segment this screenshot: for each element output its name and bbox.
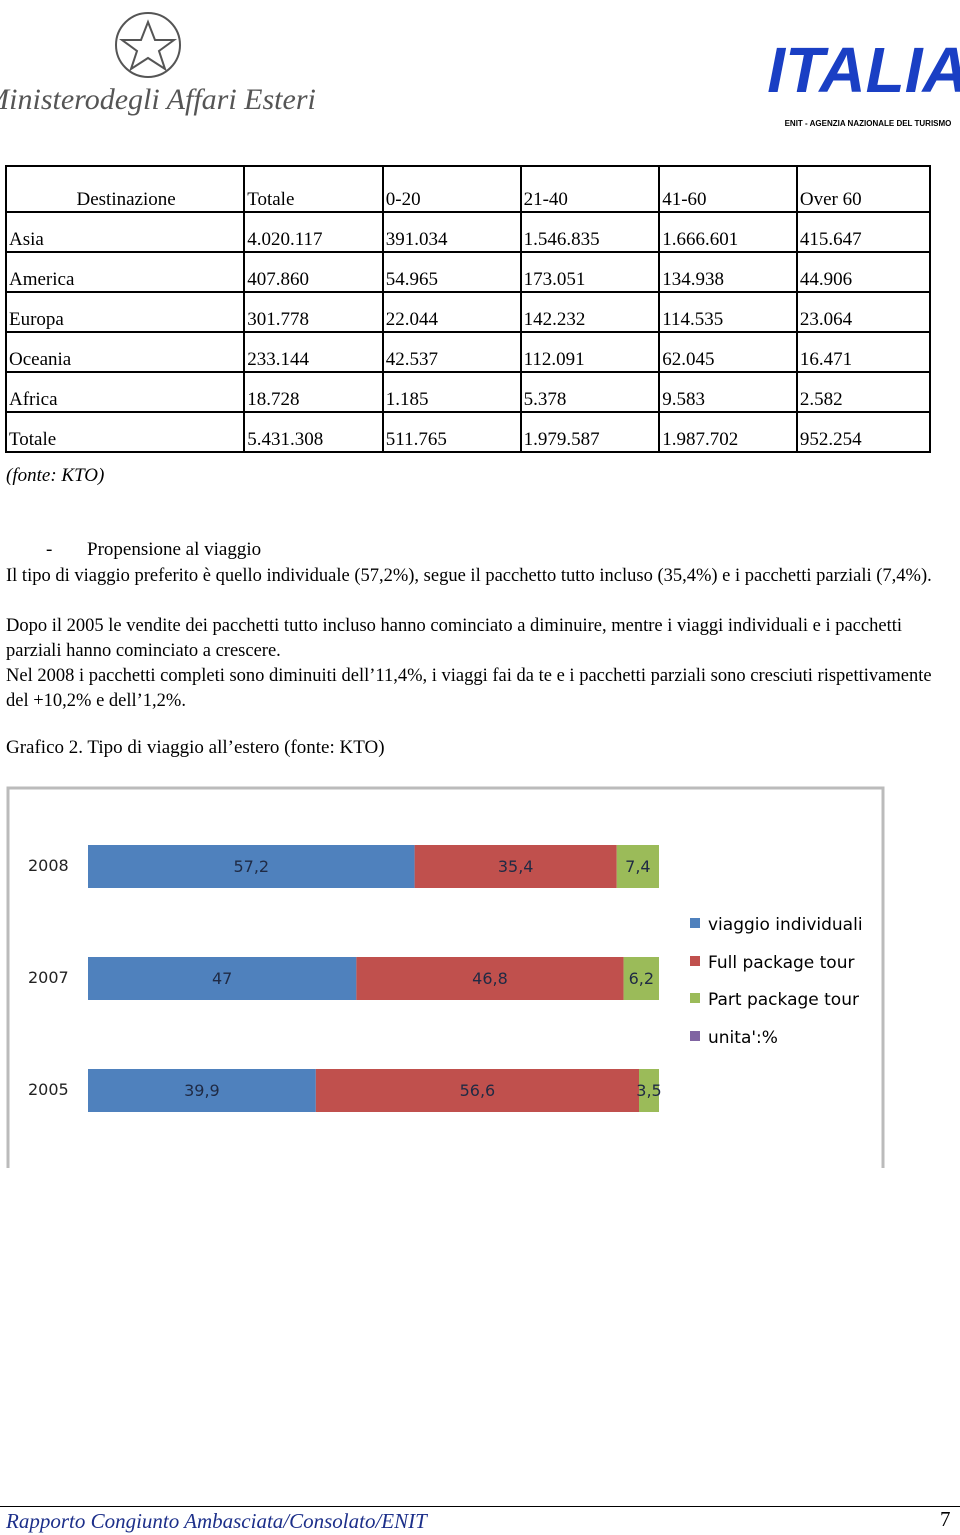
table-cell: 1.666.601 (658, 211, 798, 253)
table-cell: Totale (4, 411, 246, 453)
paragraph: Dopo il 2005 le vendite dei pacchetti tu… (6, 616, 902, 661)
table-cell: 112.091 (519, 331, 661, 373)
table-cell: 1.979.587 (519, 411, 661, 453)
legend-swatch (690, 993, 700, 1003)
data-label: 46,8 (472, 969, 508, 988)
table-cell: 5.431.308 (243, 411, 384, 453)
table-row: Europa 301.778 22.044 142.232 114.535 23.064 (4, 291, 932, 333)
y-tick-label: 2005 (28, 1080, 69, 1099)
bullet: - (46, 539, 53, 560)
table-cell: 114.535 (658, 291, 798, 333)
table-cell: 2.582 (795, 371, 932, 413)
legend-swatch (690, 918, 700, 928)
y-tick-label: 2008 (28, 856, 69, 875)
table-header: Destinazione Totale 0-20 21-40 41-60 Over 60 (4, 165, 932, 213)
data-label: 35,4 (498, 857, 534, 876)
table-row: Totale 5.431.308 511.765 1.979.587 1.987.702… (4, 411, 932, 453)
data-label: 7,4 (625, 857, 650, 876)
bar-segment (639, 1069, 659, 1112)
table-cell: 16.471 (795, 331, 932, 373)
table-cell: 23.064 (795, 291, 932, 333)
data-label: 47 (212, 969, 232, 988)
legend-label: Full package tour (708, 953, 854, 973)
bar-segment (356, 957, 624, 1000)
table-cell: 18.728 (243, 371, 384, 413)
table-row: America 407.860 54.965 173.051 134.938 44.906 (4, 251, 932, 293)
table-cell: 54.965 (381, 251, 522, 293)
bar-segment (623, 957, 659, 1000)
table-cell: 1.185 (381, 371, 522, 413)
bar-segment (315, 1069, 640, 1112)
right-caption: ENIT - AGENZIA NAZIONALE DEL TURISMO (785, 119, 952, 128)
table-cell: 233.144 (243, 331, 384, 373)
legend-label: viaggio individuali (708, 915, 863, 935)
paragraph: Il tipo di viaggio preferito è quello in… (6, 566, 932, 586)
bar-segment (88, 1069, 316, 1112)
table-cell: 21-40 (519, 165, 661, 213)
left-logo: Ministerodegli Affari Esteri (0, 83, 316, 116)
table-cell: 9.583 (658, 371, 798, 413)
legend-swatch (690, 956, 700, 966)
table-cell: Asia (4, 211, 246, 253)
table-cell: 1.546.835 (519, 211, 661, 253)
bar-segment (414, 845, 617, 888)
data-label: 3,5 (636, 1081, 661, 1100)
bar-segment (88, 957, 357, 1000)
table-cell: 142.232 (519, 291, 661, 333)
table-cell: 0-20 (381, 165, 522, 213)
table-cell: Over 60 (795, 165, 932, 213)
data-label: 56,6 (460, 1081, 496, 1100)
table-cell: 952.254 (795, 411, 932, 453)
table-cell: Totale (243, 165, 384, 213)
table-cell: 301.778 (243, 291, 384, 333)
table-cell: 44.906 (795, 251, 932, 293)
data-label: 39,9 (184, 1081, 220, 1100)
chart-frame (6, 786, 885, 1168)
data-table: Destinazione Totale 0-20 21-40 41-60 Over 60 A… (4, 165, 932, 453)
table-cell: 22.044 (381, 291, 522, 333)
table-row: Africa 18.728 1.185 5.378 9.583 2.582 (4, 371, 932, 413)
table-cell: 62.045 (658, 331, 798, 373)
y-tick-label: 2007 (28, 968, 69, 987)
table-cell: 41-60 (658, 165, 798, 213)
table-cell: Africa (4, 371, 246, 413)
emblem-star (118, 19, 178, 72)
section-heading: Propensione al viaggio (87, 539, 262, 560)
table-cell: 4.020.117 (243, 211, 384, 253)
table-cell: 511.765 (381, 411, 522, 453)
table-row: Oceania 233.144 42.537 112.091 62.045 16.471 (4, 331, 932, 373)
chart: 2008 57,2 35,4 7,4 2007 47 46,8 6,2 2005 39,9 56,6… (6, 786, 885, 1168)
bar-segment (88, 845, 415, 888)
table-row: Asia 4.020.117 391.034 1.546.835 1.666.601 41… (4, 211, 932, 253)
table-cell: Oceania (4, 331, 246, 373)
legend-label: unita':% (708, 1028, 778, 1048)
right-logo: ITALIA (767, 34, 960, 106)
data-label: 6,2 (629, 969, 654, 988)
table-source: (fonte: KTO) (6, 465, 105, 486)
legend-label: Part package tour (708, 990, 859, 1010)
table-cell: Europa (4, 291, 246, 333)
footer-rule (0, 1506, 960, 1507)
footer-text: Rapporto Congiunto Ambasciata/Consolato/… (6, 1509, 427, 1533)
table-cell: 173.051 (519, 251, 661, 293)
data-label: 57,2 (233, 857, 269, 876)
emblem (115, 12, 181, 78)
page-number: 7 (940, 1507, 951, 1531)
table-cell: 1.987.702 (658, 411, 798, 453)
bar-segment (616, 845, 659, 888)
table-cell: 5.378 (519, 371, 661, 413)
paragraph: Nel 2008 i pacchetti completi sono dimin… (6, 666, 932, 711)
table-cell: 391.034 (381, 211, 522, 253)
table-cell: 415.647 (795, 211, 932, 253)
chart-caption: Grafico 2. Tipo di viaggio all’estero (f… (6, 737, 385, 758)
table-cell: 42.537 (381, 331, 522, 373)
table-cell: 407.860 (243, 251, 384, 293)
table-cell: Destinazione (4, 165, 246, 213)
table-cell: 134.938 (658, 251, 798, 293)
legend-swatch (690, 1031, 700, 1041)
table-cell: America (4, 251, 246, 293)
header-logos: Ministerodegli Affari Esteri ITALIA ENIT… (0, 12, 960, 128)
